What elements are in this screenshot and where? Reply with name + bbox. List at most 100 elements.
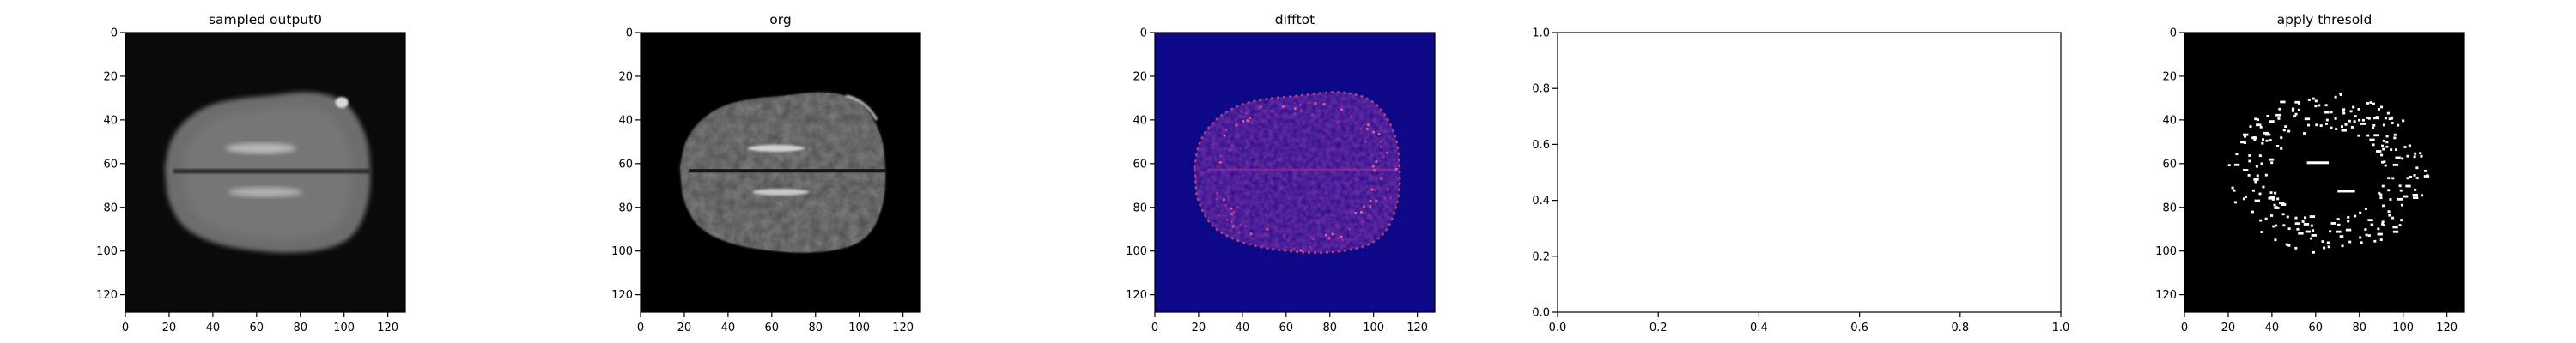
diff-pixel [1394,167,1398,171]
mask-pixel [2270,161,2274,165]
mask-pixel [2358,118,2361,122]
mask-pixel [2391,122,2394,124]
mask-streak [2337,190,2355,193]
diff-pixel [1219,154,1222,158]
mask-pixel [2336,218,2340,220]
image-background [2184,33,2464,312]
diff-pixel [1367,123,1370,127]
mask-pixel [2387,210,2391,214]
mask-pixel [2337,223,2341,226]
panel-3: 0 20 40 60 80 100 120 0 20 40 60 80 100 120 difftot [1126,12,1436,334]
mask-pixel [2276,197,2280,201]
mask-pixel [2335,128,2338,130]
mask-pixel [2390,148,2393,152]
x-tick-label: 0 [1151,322,1158,334]
mask-pixel [2377,108,2381,111]
mask-pixel [2372,117,2379,120]
diff-pixel [1299,249,1303,252]
mask-pixel [2366,102,2370,105]
mask-pixel [2336,230,2342,233]
mask-pixel [2378,191,2381,195]
diff-pixel [1375,199,1378,202]
mask-pixel [2291,109,2294,112]
diff-pixel [1298,104,1302,106]
mask-pixel [2342,111,2346,115]
mask-pixel [2387,177,2391,180]
mask-pixel [2424,169,2427,172]
mask-pixel [2259,125,2263,129]
mask-pixel [2277,117,2281,120]
mask-pixel [2385,145,2389,148]
mask-pixel [2400,219,2403,222]
x-tick-label: 100 [1363,322,1384,334]
y-tick-label: 40 [2162,114,2177,127]
x-tick-label: 120 [377,322,398,334]
mask-pixel [2314,99,2318,103]
plot-background [1558,33,2061,312]
y-tick-label: 0.2 [1532,250,1550,263]
diff-pixel [1379,145,1382,148]
y-tick-label: 120 [611,289,633,302]
diff-pixel [1327,237,1331,240]
mask-pixel [2233,201,2237,204]
mask-pixel [2382,224,2385,227]
mask-pixel [2415,177,2419,179]
mask-pixel [2253,178,2259,181]
diff-pixel [1292,247,1296,250]
diff-pixel [1309,236,1313,239]
diff-pixel [1218,160,1222,164]
midline [173,169,371,174]
diff-pixel [1371,165,1375,168]
midline [689,169,886,173]
x-tick-label: 40 [1236,322,1250,334]
x-tick-label: 0 [637,322,644,334]
mask-pixel [2242,197,2245,201]
mask-pixel [2389,198,2392,201]
y-tick-label: 0.8 [1532,83,1550,96]
diff-pixel [1300,109,1303,112]
mask-pixel [2272,225,2275,228]
mask-pixel [2330,126,2333,129]
y-tick-label: 0.0 [1532,307,1550,320]
bright-edge [846,94,878,121]
mask-pixel [2397,197,2403,201]
mask-pixel [2269,120,2275,123]
diff-pixel [1224,203,1227,207]
x-tick-label: 20 [677,322,692,334]
diff-pixel [1222,198,1225,202]
x-tick-label: 100 [2392,322,2414,334]
image-area [1558,33,2061,312]
mask-pixel [2270,214,2274,217]
diff-pixel [1217,214,1220,217]
mask-pixel [2412,193,2418,196]
mask-pixel [2380,153,2384,157]
diff-pixel [1225,218,1229,221]
mask-pixel [2251,189,2255,192]
mask-pixel [2382,123,2386,127]
mask-pixel [2265,139,2269,142]
mask-pixel [2392,163,2399,166]
y-tick-label: 80 [2162,202,2177,214]
diff-pixel [1340,235,1343,238]
mask-pixel [2379,196,2383,200]
mask-pixel [2321,240,2324,243]
x-tick-label: 60 [765,322,780,334]
mask-pixel [2291,108,2294,111]
diff-pixel [1311,113,1314,117]
axes-frame [1154,32,1436,313]
mask-pixel [2260,231,2263,233]
diff-pixel [1230,144,1234,147]
mask-pixel [2393,136,2397,140]
mask-pixel [2382,204,2385,208]
y-tick-label: 0 [111,27,118,40]
mask-pixel [2371,126,2375,129]
mask-pixel [2242,169,2249,172]
mask-pixel [2408,144,2411,147]
diff-pixel [1239,223,1242,226]
mask-pixel [2370,223,2373,226]
mask-pixel [2294,216,2298,220]
mask-pixel [2365,233,2368,237]
diff-pixel [1257,106,1261,110]
mask-pixel [2293,115,2297,117]
